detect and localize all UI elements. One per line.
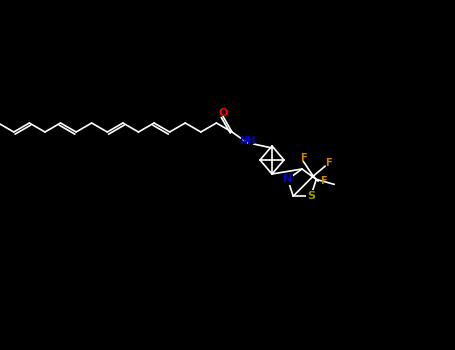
Text: F: F [325,158,332,168]
Text: N: N [283,174,293,184]
Text: F: F [300,153,307,163]
Text: O: O [218,108,228,118]
Text: NH: NH [239,136,256,146]
Text: F: F [320,176,327,186]
Text: S: S [307,191,315,201]
